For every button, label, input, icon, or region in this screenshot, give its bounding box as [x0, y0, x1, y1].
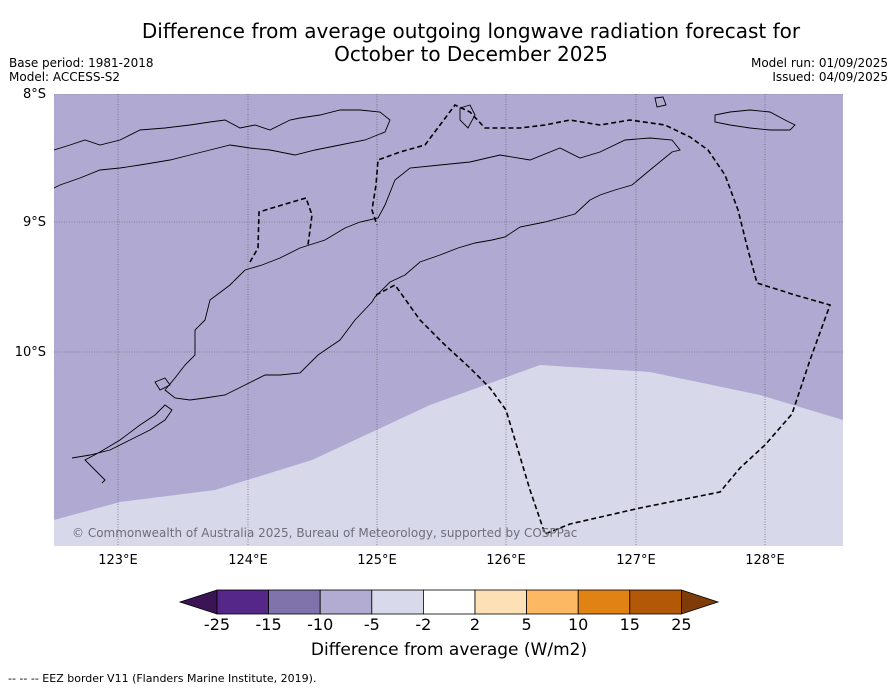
- colorbar-max-extension: [681, 589, 720, 615]
- meta-right: Model run: 01/09/2025 Issued: 04/09/2025: [751, 56, 888, 84]
- lon-label-125e: 125°E: [357, 553, 397, 568]
- title-line-1: Difference from average outgoing longwav…: [141, 19, 801, 43]
- eez-main-boundary: [371, 104, 832, 536]
- meta-left: Base period: 1981-2018 Model: ACCESS-S2: [9, 56, 154, 84]
- colorbar-tick: -25: [203, 615, 231, 634]
- islet-north: [459, 104, 476, 129]
- graticule: [54, 94, 843, 546]
- colorbar-bin-9: [629, 589, 682, 615]
- region-minus5-to-minus2: [54, 365, 843, 546]
- map-title: Difference from average outgoing longwav…: [96, 20, 846, 66]
- colorbar: [178, 589, 720, 615]
- colorbar-bin-1: [216, 589, 269, 615]
- lat-label-10s: 10°S: [14, 345, 46, 360]
- sumba-coast: [71, 404, 173, 484]
- colorbar-bin-8: [577, 589, 631, 615]
- small-island-1: [654, 96, 667, 108]
- wetar-coast: [714, 109, 796, 131]
- colorbar-bin-2: [268, 589, 321, 615]
- colorbar-bin-5: [422, 589, 476, 615]
- model-run: Model run: 01/09/2025: [750, 56, 888, 70]
- colorbar-label: Difference from average (W/m2): [310, 640, 588, 660]
- colorbar-tick: -2: [415, 615, 432, 634]
- issued-date: Issued: 04/09/2025: [772, 70, 888, 84]
- colorbar-min-extension: [178, 589, 218, 615]
- timor-island-coast: [164, 137, 681, 401]
- base-period: Base period: 1981-2018: [9, 56, 154, 70]
- coastlines: [54, 96, 796, 484]
- colorbar-tick: -15: [255, 615, 282, 634]
- colorbar-bin-7: [526, 589, 579, 615]
- colorbar-tick: 2: [469, 615, 481, 634]
- colorbar-bin-6: [474, 589, 527, 615]
- colorbar-tick: 15: [619, 615, 640, 634]
- eez-source-footer: -- -- -- EEZ border V11 (Flanders Marine…: [8, 672, 317, 685]
- lon-label-126e: 126°E: [486, 553, 526, 568]
- lon-label-127e: 127°E: [616, 553, 656, 568]
- colorbar-tick: 10: [568, 615, 589, 634]
- eez-border: [249, 104, 832, 536]
- title-line-2: October to December 2025: [334, 42, 608, 66]
- eez-oecusse-boundary: [249, 197, 313, 263]
- lon-label-128e: 128°E: [745, 553, 785, 568]
- model-name: Model: ACCESS-S2: [9, 70, 121, 84]
- colorbar-tick: -10: [307, 615, 334, 634]
- copyright-notice: © Commonwealth of Australia 2025, Bureau…: [72, 526, 578, 540]
- lon-label-124e: 124°E: [228, 553, 268, 568]
- colorbar-tick: 5: [521, 615, 532, 634]
- colorbar-bin-4: [371, 589, 424, 615]
- colorbar-tick: -5: [363, 615, 380, 634]
- lat-label-9s: 9°S: [22, 215, 46, 230]
- islet-west: [154, 377, 171, 391]
- lat-label-8s: 8°S: [22, 87, 46, 102]
- lon-label-123e: 123°E: [98, 553, 138, 568]
- colorbar-bin-3: [319, 589, 373, 615]
- flores-alor-coast: [54, 109, 391, 189]
- colorbar-tick: 25: [671, 615, 692, 634]
